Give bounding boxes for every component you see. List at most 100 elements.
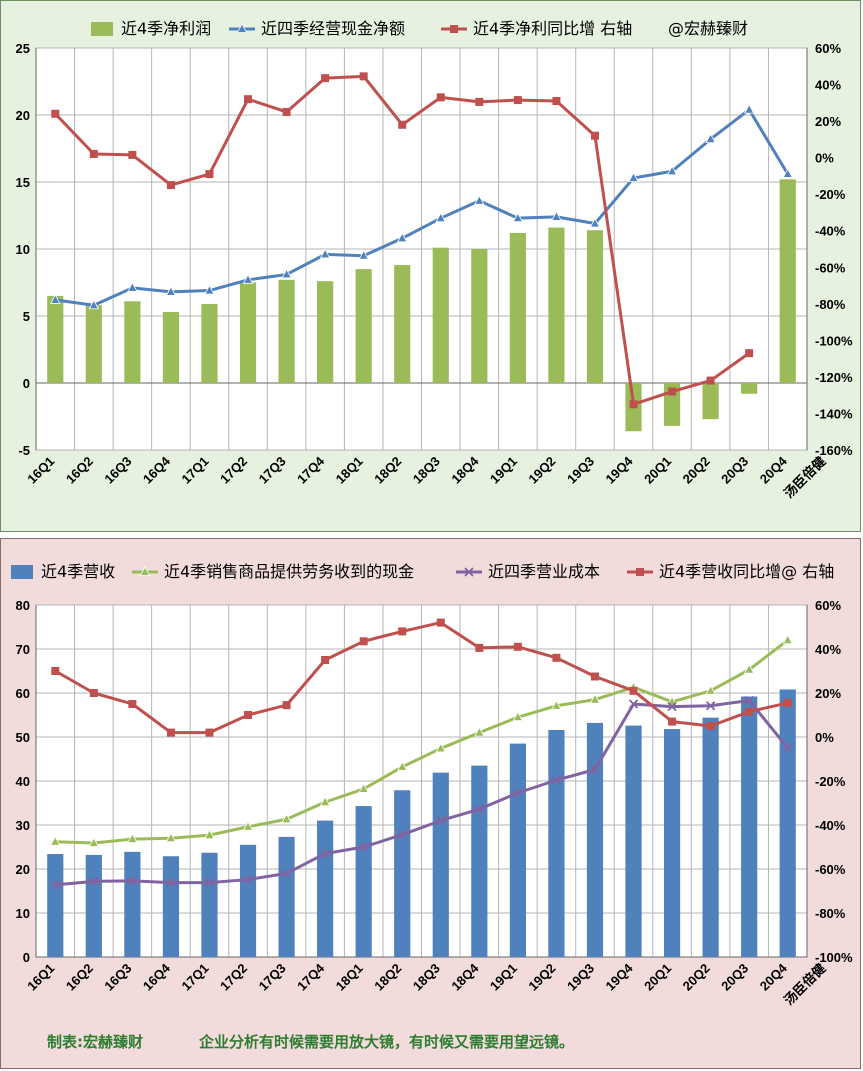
x-tick-label: 18Q4 — [448, 453, 482, 487]
y2-tick-label: -80% — [815, 297, 846, 312]
x-tick-label: 19Q3 — [564, 961, 597, 994]
y2-tick-label: -100% — [815, 333, 853, 348]
x-tick-label: 16Q3 — [101, 961, 134, 994]
y2-tick-label: -80% — [815, 906, 846, 921]
footer-slogan: 企业分析有时候需要用放大镜，有时候又需要用望远镜。 — [198, 1033, 574, 1051]
bar-19Q3 — [586, 722, 604, 957]
bar-19Q1 — [509, 232, 526, 383]
y2-tick-label: -40% — [815, 224, 846, 239]
point-3-18Q4 — [475, 643, 484, 652]
y-tick-label: 0 — [23, 376, 30, 391]
point-2-16Q4 — [166, 878, 176, 888]
point-1-19Q2 — [551, 699, 562, 710]
x-tick-label: 18Q2 — [371, 454, 404, 487]
bar-19Q2 — [548, 729, 565, 957]
point-2-17Q2 — [244, 95, 253, 104]
point-2-16Q2 — [89, 149, 98, 158]
x-tick-label: 17Q1 — [178, 961, 211, 994]
point-2-19Q2 — [552, 96, 561, 105]
bar-16Q2 — [85, 305, 102, 383]
y2-tick-label: 20% — [815, 686, 841, 701]
y2-tick-label: 60% — [815, 598, 841, 613]
legend-marker — [636, 568, 644, 576]
point-1-16Q2 — [88, 299, 99, 310]
bar-17Q1 — [201, 303, 218, 383]
net-profit-chart: -5 0 5 10 15 20 25 -160% -140% -120% -100% -80% -60%… — [16, 19, 853, 501]
y2-tick-label: -100% — [815, 950, 853, 965]
point-1-16Q4 — [165, 286, 177, 296]
legend-marker — [139, 566, 151, 576]
y2-tick-label: -140% — [815, 406, 853, 421]
bar-18Q1 — [355, 806, 372, 957]
y2-tick-label: -60% — [815, 862, 846, 877]
point-2-18Q3 — [436, 93, 445, 102]
x-tick-label: 18Q3 — [410, 454, 443, 487]
point-1-20Q3 — [744, 663, 755, 674]
point-1-19Q2 — [551, 210, 562, 221]
bar-16Q2 — [85, 854, 102, 957]
x-tick-label: 19Q3 — [564, 454, 597, 487]
x-tick-label: 20Q4 — [757, 960, 791, 994]
legend-swatch-bar — [91, 22, 113, 36]
point-3-18Q3 — [436, 618, 445, 627]
legend-swatch-bar — [11, 565, 33, 579]
point-3-20Q4 — [783, 698, 792, 707]
point-3-16Q1 — [51, 667, 60, 675]
point-1-17Q2 — [242, 273, 254, 284]
bar-20Q4 — [779, 179, 796, 383]
x-tick-label: 16Q1 — [24, 961, 57, 994]
point-2-16Q1 — [50, 880, 60, 890]
point-3-20Q3 — [745, 707, 754, 716]
point-1-17Q1 — [204, 284, 215, 295]
point-2-20Q2 — [706, 376, 715, 385]
y2-tick-label: 40% — [815, 78, 841, 93]
bar-19Q2 — [548, 227, 565, 383]
legend-label: 近4季营收 — [41, 562, 115, 581]
x-tick-label: 17Q4 — [294, 960, 328, 994]
footer-maker: 制表:宏赫臻财 — [47, 1033, 143, 1051]
bar-18Q3 — [432, 772, 449, 957]
point-2-19Q4 — [629, 400, 638, 409]
y2-tick-label: -20% — [815, 774, 846, 789]
x-tick-label: 20Q1 — [641, 961, 674, 994]
point-1-18Q1 — [358, 783, 369, 793]
point-1-18Q2 — [397, 761, 408, 771]
legend-marker — [464, 567, 474, 577]
point-1-18Q1 — [358, 249, 369, 260]
bar-20Q1 — [663, 729, 681, 957]
bar-16Q4 — [162, 311, 180, 383]
point-3-17Q4 — [321, 656, 330, 664]
y-tick-label: 5 — [23, 309, 30, 324]
point-3-17Q3 — [282, 701, 291, 710]
point-1-19Q3 — [589, 217, 601, 228]
point-2-19Q1 — [513, 788, 523, 798]
y-tick-label: 50 — [16, 730, 30, 745]
bar-20Q2 — [702, 717, 719, 957]
point-2-18Q1 — [359, 72, 368, 81]
point-3-18Q2 — [398, 627, 407, 636]
x-tick-label: 19Q4 — [603, 453, 637, 487]
x-tick-label: 19Q1 — [487, 454, 520, 487]
point-1-16Q3 — [127, 833, 138, 843]
x-tick-label: 16Q1 — [24, 454, 57, 487]
y2-tick-label: 0% — [815, 151, 834, 166]
bar-18Q3 — [432, 247, 449, 383]
bar-17Q3 — [278, 279, 295, 383]
point-2-18Q3 — [436, 815, 446, 826]
y-tick-label: 10 — [16, 906, 30, 921]
y2-tick-label: 20% — [815, 114, 841, 129]
legend-label: 近四季营业成本 — [488, 562, 600, 581]
x-tick-label: 20Q3 — [718, 454, 751, 487]
point-2-20Q1 — [668, 387, 677, 396]
point-2-20Q4 — [783, 743, 793, 753]
y-tick-label: 40 — [16, 774, 30, 789]
x-tick-label: 17Q1 — [178, 454, 211, 487]
point-2-19Q3 — [590, 764, 600, 775]
point-1-18Q2 — [397, 232, 408, 243]
x-tick-label: 17Q3 — [256, 454, 289, 487]
series-line-2 — [55, 698, 789, 887]
point-2-20Q3 — [744, 695, 754, 706]
point-2-16Q4 — [166, 181, 175, 190]
point-2-16Q3 — [127, 876, 138, 886]
x-tick-label: 19Q4 — [603, 960, 637, 994]
